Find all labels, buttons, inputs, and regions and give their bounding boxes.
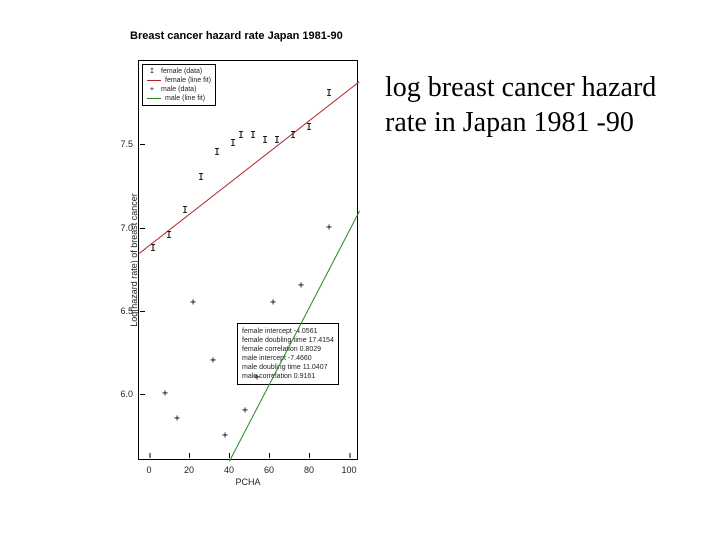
data-point: I: [230, 139, 236, 149]
slide: Breast cancer hazard rate Japan 1981-90 …: [0, 0, 720, 540]
y-tick: 7.0: [120, 223, 139, 233]
data-point: +: [222, 431, 228, 441]
x-tick: 20: [184, 459, 194, 475]
legend-item: + male (data): [147, 85, 211, 94]
data-point: +: [174, 414, 180, 424]
legend-marker-icon: +: [147, 85, 157, 94]
data-point: +: [210, 356, 216, 366]
data-point: I: [198, 173, 204, 183]
stats-line: male intercept -7.4660: [242, 354, 334, 363]
stats-line: female intercept -4.0561: [242, 327, 334, 336]
x-axis-label: PCHA: [235, 477, 260, 487]
y-tick: 6.0: [120, 389, 139, 399]
data-point: I: [214, 148, 220, 158]
data-point: I: [238, 131, 244, 141]
legend-box: Ifemale (data)female (line fit) + male (da…: [142, 64, 216, 106]
x-tick: 100: [341, 459, 356, 475]
y-tick: 6.5: [120, 306, 139, 316]
data-point: +: [190, 298, 196, 308]
stats-line: male correlation 0.9161: [242, 372, 334, 381]
data-point: I: [150, 244, 156, 254]
legend-label: male (line fit): [165, 94, 205, 103]
legend-marker-icon: I: [147, 67, 157, 76]
chart-title: Breast cancer hazard rate Japan 1981-90: [130, 30, 343, 42]
legend-line-icon: [147, 98, 161, 99]
data-point: I: [250, 131, 256, 141]
legend-label: male (data): [161, 85, 196, 94]
stats-line: female doubling time 17.4154: [242, 336, 334, 345]
y-tick: 7.5: [120, 139, 139, 149]
data-point: I: [262, 136, 268, 146]
legend-label: female (line fit): [165, 76, 211, 85]
data-point: +: [270, 298, 276, 308]
x-tick: 60: [264, 459, 274, 475]
fit-line: [139, 81, 360, 253]
annotation-text: log breast cancer hazard rate in Japan 1…: [385, 70, 695, 140]
data-point: +: [326, 223, 332, 233]
stats-line: male doubling time 11.0407: [242, 363, 334, 372]
data-point: +: [242, 406, 248, 416]
data-point: +: [162, 389, 168, 399]
legend-item: Ifemale (data): [147, 67, 211, 76]
x-tick: 80: [304, 459, 314, 475]
data-point: I: [326, 89, 332, 99]
legend-item: female (line fit): [147, 76, 211, 85]
stats-box: female intercept -4.0561female doubling …: [237, 323, 339, 385]
plot-area: Log(hazard rate) of breast cancer PCHA I…: [138, 60, 358, 460]
legend-line-icon: [147, 80, 161, 81]
data-point: +: [298, 281, 304, 291]
x-tick: 0: [146, 459, 151, 475]
chart-container: Breast cancer hazard rate Japan 1981-90 …: [90, 30, 370, 490]
legend-label: female (data): [161, 67, 202, 76]
data-point: I: [306, 123, 312, 133]
legend-item: male (line fit): [147, 94, 211, 103]
